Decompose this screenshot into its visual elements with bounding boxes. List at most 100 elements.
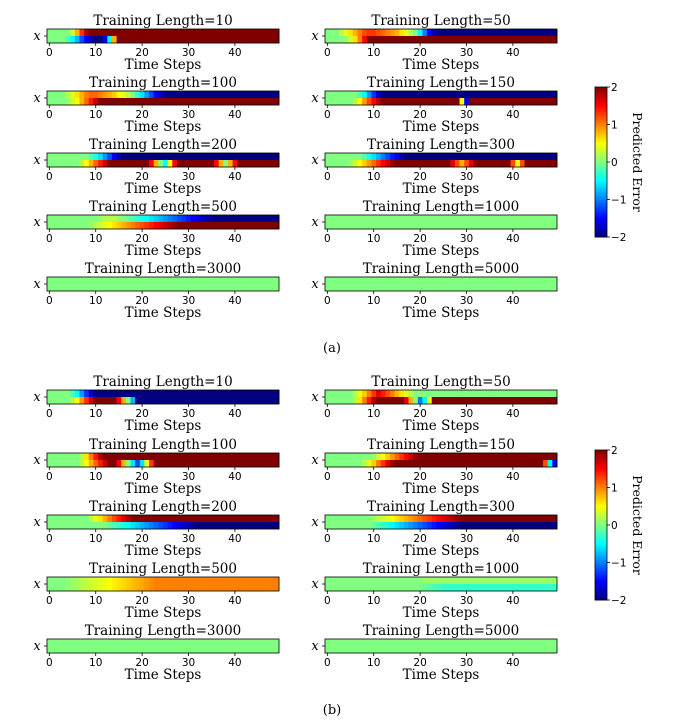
heatmap-cell <box>47 277 53 285</box>
heatmap-cell <box>417 515 423 523</box>
heatmap-cell <box>431 36 437 44</box>
heatmap-cell <box>385 397 391 405</box>
heatmap-cell <box>98 215 104 223</box>
heatmap-cell <box>533 397 539 405</box>
heatmap-cell <box>357 522 363 530</box>
heatmap-cell <box>362 577 368 585</box>
y-axis-label: x <box>311 639 319 654</box>
heatmap-cell <box>74 91 80 99</box>
heatmap-cell <box>403 515 409 523</box>
heatmap-cell <box>107 584 113 592</box>
heatmap-cell <box>492 453 498 461</box>
colorbar-segment <box>595 535 607 538</box>
heatmap-cell <box>111 29 117 37</box>
heatmap-cell <box>47 584 53 592</box>
heatmap-cell <box>450 639 456 647</box>
heatmap-cell <box>487 460 493 468</box>
heatmap-cell <box>65 98 71 106</box>
heatmap-cell <box>121 215 127 223</box>
heatmap-cell <box>195 390 201 398</box>
heatmap-cell <box>214 390 220 398</box>
heatmap-cell <box>478 584 484 592</box>
heatmap-cell <box>547 453 553 461</box>
heatmap-cell <box>107 222 113 230</box>
heatmap-cell <box>70 390 76 398</box>
heatmap-cell <box>139 390 145 398</box>
heatmap-cell <box>111 153 117 161</box>
heatmap-cell <box>135 453 141 461</box>
colorbar-label: Predicted Error <box>630 112 645 212</box>
colorbar-segment <box>595 174 607 178</box>
heatmap-cell <box>125 36 131 44</box>
heatmap-cell <box>98 639 104 647</box>
heatmap-cell <box>431 522 437 530</box>
heatmap-cell <box>237 284 243 292</box>
heatmap-cell <box>139 91 145 99</box>
heatmap-cell <box>399 215 405 223</box>
colorbar-segment <box>595 187 607 190</box>
heatmap-cell <box>195 222 201 230</box>
heatmap-cell <box>459 577 465 585</box>
heatmap-cell <box>357 277 363 285</box>
heatmap-cell <box>149 397 155 405</box>
heatmap-cell <box>218 153 224 161</box>
heatmap-cell <box>496 397 502 405</box>
heatmap-cell <box>519 453 525 461</box>
heatmap-cell <box>56 639 62 647</box>
heatmap-cell <box>255 153 261 161</box>
heatmap-cell <box>492 646 498 654</box>
heatmap-cell <box>422 584 428 592</box>
heatmap-cell <box>529 522 535 530</box>
heatmap-cell <box>251 277 257 285</box>
heatmap-cell <box>74 453 80 461</box>
x-axis-label: Time Steps <box>403 57 480 73</box>
heatmap-cell <box>487 390 493 398</box>
x-tick-label: 20 <box>413 471 426 483</box>
heatmap-cell <box>413 522 419 530</box>
heatmap-cell <box>209 390 215 398</box>
heatmap-cell <box>227 284 233 292</box>
heatmap-cell <box>56 584 62 592</box>
heatmap-cell <box>274 397 280 405</box>
heatmap-cell <box>403 36 409 44</box>
heatmap-cell <box>348 639 354 647</box>
colorbar-tick-label: 2 <box>611 445 618 457</box>
heatmap-cell <box>84 515 90 523</box>
heatmap-cell <box>478 153 484 161</box>
heatmap-cell <box>139 460 145 468</box>
heatmap-cell <box>510 91 516 99</box>
heatmap-cell <box>153 639 159 647</box>
heatmap-cell <box>482 91 488 99</box>
heatmap-cell <box>265 36 271 44</box>
heatmap-cell <box>274 453 280 461</box>
heatmap-cell <box>125 460 131 468</box>
heatmap-cell <box>357 584 363 592</box>
heatmap-cell <box>431 397 437 405</box>
colorbar-segment <box>595 199 607 203</box>
heatmap-cell <box>547 277 553 285</box>
heatmap-cell <box>195 36 201 44</box>
heatmap-cell <box>153 397 159 405</box>
heatmap-cell <box>88 390 94 398</box>
heatmap-cell <box>352 98 358 106</box>
y-axis-label: x <box>33 91 41 106</box>
colorbar-segment <box>595 219 607 223</box>
heatmap-cell <box>204 522 210 530</box>
heatmap-cell <box>51 584 57 592</box>
heatmap-cell <box>524 460 530 468</box>
heatmap-cell <box>232 397 238 405</box>
heatmap-cell <box>343 646 349 654</box>
heatmap-cell <box>468 36 474 44</box>
heatmap-cell <box>529 91 535 99</box>
heatmap-cell <box>543 91 549 99</box>
heatmap-cell <box>399 98 405 106</box>
heatmap-cell <box>163 277 169 285</box>
heatmap-cell <box>241 36 247 44</box>
heatmap-cell <box>478 639 484 647</box>
heatmap-cell <box>102 522 108 530</box>
colorbar-segment <box>595 134 607 138</box>
heatmap-cell <box>510 646 516 654</box>
heatmap-cell <box>413 584 419 592</box>
x-tick-label: 0 <box>46 47 53 59</box>
